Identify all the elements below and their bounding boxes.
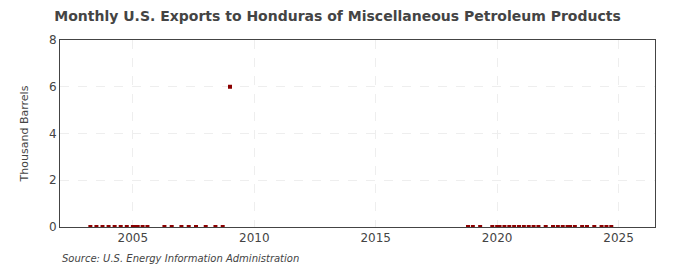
svg-text:0: 0: [49, 220, 57, 234]
svg-text:Monthly U.S. Exports to Hondur: Monthly U.S. Exports to Honduras of Misc…: [54, 8, 621, 24]
svg-text:6: 6: [49, 80, 57, 94]
svg-text:8: 8: [49, 33, 57, 47]
svg-text:2025: 2025: [603, 231, 634, 245]
svg-text:Source: U.S. Energy Informatio: Source: U.S. Energy Information Administ…: [62, 253, 299, 264]
svg-text:4: 4: [49, 127, 57, 141]
svg-text:2005: 2005: [118, 231, 149, 245]
svg-text:2010: 2010: [239, 231, 270, 245]
svg-text:2020: 2020: [482, 231, 513, 245]
svg-text:Thousand Barrels: Thousand Barrels: [18, 85, 31, 182]
svg-text:2: 2: [49, 173, 57, 187]
svg-text:2015: 2015: [360, 231, 391, 245]
